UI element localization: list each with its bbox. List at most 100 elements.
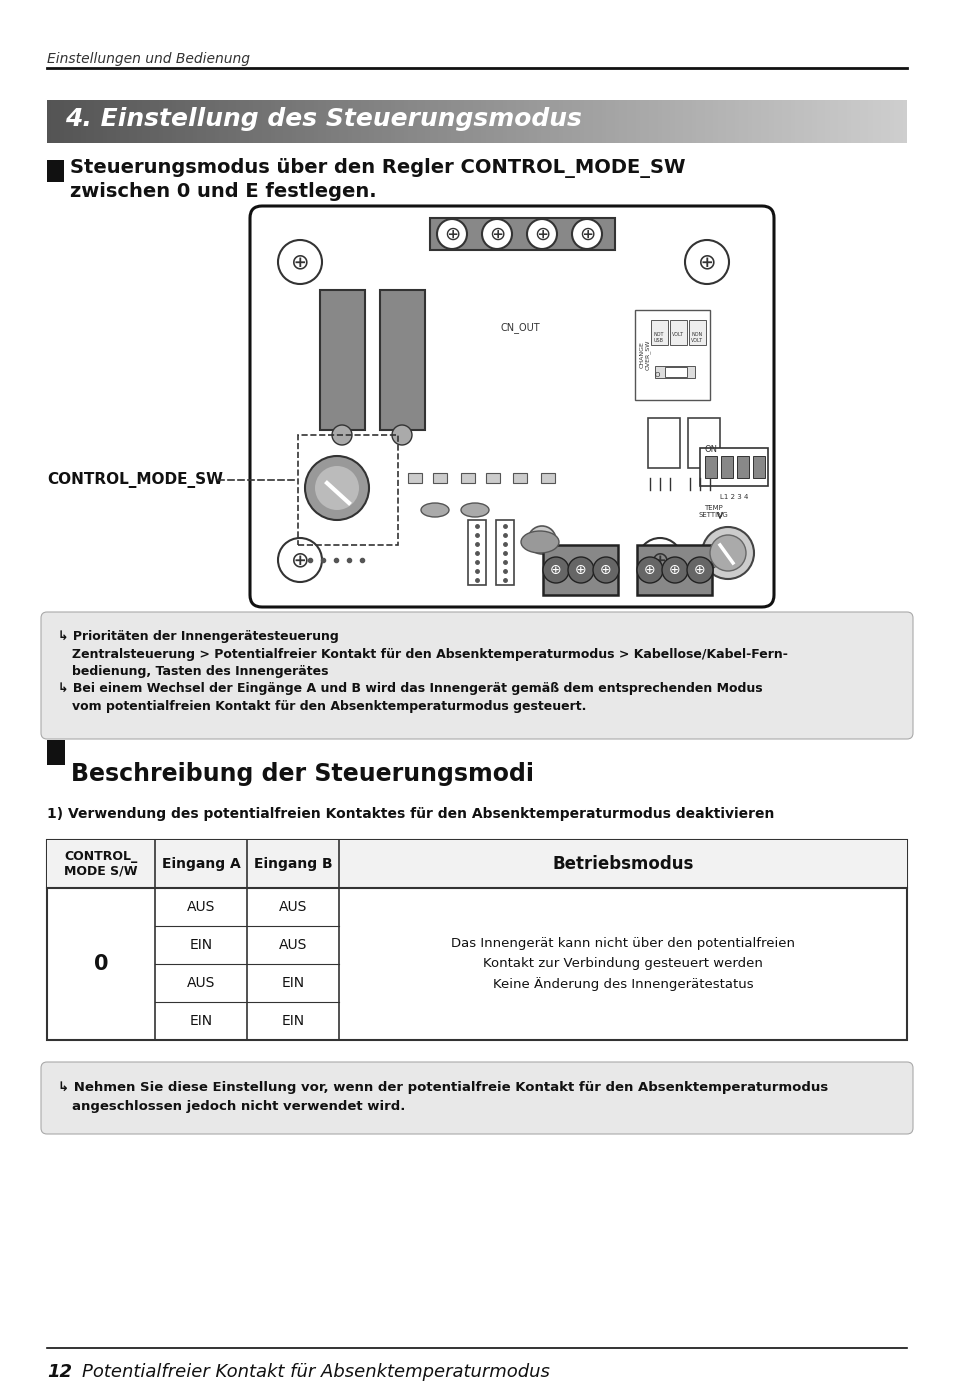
Text: AUS: AUS xyxy=(187,900,215,914)
Bar xyxy=(494,99,498,143)
Circle shape xyxy=(684,239,728,284)
Text: ⊕: ⊕ xyxy=(291,252,309,272)
Bar xyxy=(77,99,82,143)
Bar xyxy=(129,99,133,143)
Bar xyxy=(193,99,198,143)
Bar xyxy=(211,99,215,143)
Bar xyxy=(206,99,211,143)
Bar xyxy=(132,99,137,143)
Bar xyxy=(245,99,250,143)
Text: bedienung, Tasten des Innengerätes: bedienung, Tasten des Innengerätes xyxy=(71,665,328,678)
Bar xyxy=(679,99,683,143)
Bar xyxy=(219,99,224,143)
Bar xyxy=(812,99,817,143)
Bar xyxy=(283,99,288,143)
Bar xyxy=(773,99,778,143)
Bar xyxy=(752,456,764,477)
Text: Eingang B: Eingang B xyxy=(253,857,332,871)
Bar xyxy=(730,99,735,143)
Bar xyxy=(674,99,679,143)
Bar xyxy=(863,99,868,143)
Bar xyxy=(601,99,606,143)
Bar xyxy=(760,99,765,143)
Bar xyxy=(271,99,275,143)
Bar xyxy=(737,456,748,477)
Text: NOT
USB: NOT USB xyxy=(653,332,663,343)
Text: ⊕: ⊕ xyxy=(599,563,611,577)
Bar xyxy=(533,99,537,143)
Bar xyxy=(158,99,163,143)
Bar xyxy=(90,99,94,143)
Text: ON: ON xyxy=(704,445,718,454)
Bar xyxy=(386,99,391,143)
Bar xyxy=(326,99,331,143)
Text: VOLT: VOLT xyxy=(671,332,683,337)
Bar xyxy=(429,99,434,143)
Bar xyxy=(799,99,803,143)
Bar xyxy=(374,99,378,143)
Text: ⊕: ⊕ xyxy=(643,563,655,577)
Circle shape xyxy=(332,426,352,445)
Bar xyxy=(786,99,791,143)
Bar xyxy=(540,473,555,483)
Bar xyxy=(639,99,644,143)
Bar xyxy=(893,99,898,143)
Bar xyxy=(502,99,507,143)
Bar xyxy=(317,99,322,143)
Bar xyxy=(185,99,190,143)
Bar xyxy=(348,99,353,143)
Bar xyxy=(507,99,512,143)
Bar xyxy=(653,99,658,143)
Bar xyxy=(764,99,769,143)
Text: Zentralsteuerung > Potentialfreier Kontakt für den Absenktemperaturmodus > Kabel: Zentralsteuerung > Potentialfreier Konta… xyxy=(71,648,787,661)
Text: ⊕: ⊕ xyxy=(575,563,586,577)
Bar xyxy=(47,99,51,143)
Text: AUS: AUS xyxy=(187,976,215,990)
Bar xyxy=(459,99,464,143)
Bar xyxy=(524,99,529,143)
Bar xyxy=(180,99,185,143)
Bar xyxy=(481,99,486,143)
Bar xyxy=(631,99,636,143)
Bar xyxy=(64,99,69,143)
Bar xyxy=(262,99,267,143)
Bar xyxy=(635,309,709,400)
Text: EIN: EIN xyxy=(281,1014,304,1028)
Bar xyxy=(605,99,610,143)
Bar xyxy=(824,99,829,143)
Bar xyxy=(720,456,732,477)
Text: Keine Änderung des Innengerätestatus: Keine Änderung des Innengerätestatus xyxy=(492,977,753,991)
Bar xyxy=(154,99,159,143)
Bar xyxy=(584,99,589,143)
Text: ⊕: ⊕ xyxy=(697,252,716,272)
Text: TEMP
SETTING: TEMP SETTING xyxy=(698,505,727,518)
Text: Potentialfreier Kontakt für Absenktemperaturmodus: Potentialfreier Kontakt für Absenktemper… xyxy=(82,1364,549,1380)
FancyBboxPatch shape xyxy=(250,206,773,608)
Bar xyxy=(550,99,555,143)
Bar xyxy=(691,99,696,143)
Bar xyxy=(850,99,855,143)
Bar xyxy=(670,99,675,143)
Bar xyxy=(545,99,550,143)
Circle shape xyxy=(436,218,467,249)
Text: angeschlossen jedoch nicht verwendet wird.: angeschlossen jedoch nicht verwendet wir… xyxy=(71,1100,405,1113)
Bar xyxy=(352,99,356,143)
Bar xyxy=(554,99,558,143)
Bar xyxy=(665,99,670,143)
Circle shape xyxy=(314,466,358,510)
Bar xyxy=(768,99,774,143)
Bar xyxy=(322,99,327,143)
Bar xyxy=(309,99,314,143)
Bar xyxy=(637,545,711,595)
Bar xyxy=(833,99,838,143)
Bar xyxy=(618,99,623,143)
Bar xyxy=(403,99,408,143)
FancyBboxPatch shape xyxy=(41,1063,912,1134)
Bar xyxy=(107,99,112,143)
Text: ⊕: ⊕ xyxy=(488,224,505,244)
Bar xyxy=(627,99,632,143)
Bar xyxy=(214,99,219,143)
Bar xyxy=(778,99,782,143)
Circle shape xyxy=(701,526,753,580)
Bar xyxy=(751,99,757,143)
